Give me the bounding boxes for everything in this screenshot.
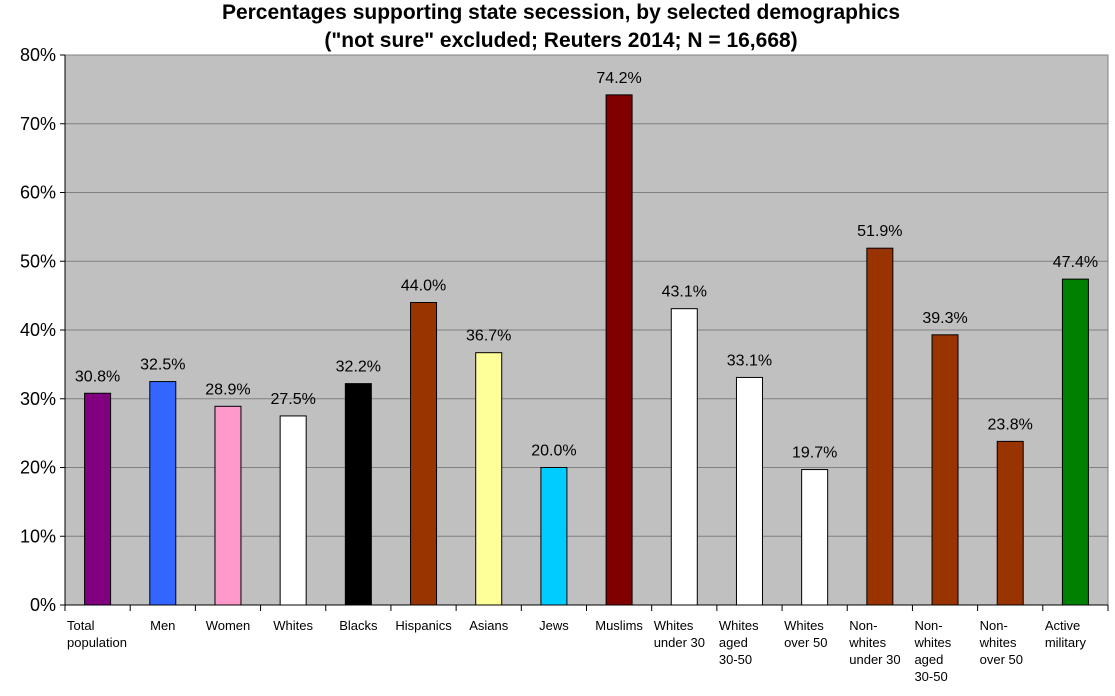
data-label: 27.5% — [270, 391, 315, 408]
category-label: over 50 — [784, 635, 827, 650]
chart-title-line-2: ("not sure" excluded; Reuters 2014; N = … — [324, 29, 797, 52]
category-label: Active — [1045, 618, 1080, 633]
category-label: Non- — [914, 618, 942, 633]
bar — [84, 392, 112, 606]
chart-title-line-1: Percentages supporting state secession, … — [222, 1, 900, 24]
category-label: Muslims — [595, 618, 643, 633]
category-label: whites — [848, 635, 886, 650]
category-label: Non- — [980, 618, 1008, 633]
category-label: Whites — [784, 618, 824, 633]
y-tick-label: 60% — [20, 183, 56, 203]
bar — [866, 247, 894, 606]
category-label: 30-50 — [914, 669, 947, 684]
category-label: military — [1045, 635, 1087, 650]
category-label: Men — [150, 618, 175, 633]
bar — [344, 383, 372, 606]
category-label: Whites — [273, 618, 313, 633]
y-tick-label: 20% — [20, 458, 56, 478]
category-label: under 30 — [654, 635, 705, 650]
y-tick-label: 30% — [20, 389, 56, 409]
y-axis: 0% 10% 20% 30% 40% 50% 60% 70% 80% — [20, 45, 66, 615]
category-label: Blacks — [339, 618, 378, 633]
bar — [214, 405, 242, 606]
data-label: 19.7% — [792, 445, 837, 462]
data-label: 39.3% — [922, 310, 967, 327]
category-label: Non- — [849, 618, 877, 633]
category-label: Hispanics — [395, 618, 452, 633]
data-labels: 30.8% 32.5% 28.9% 27.5% 32.2% 44.0% 36.7% 20.0%… — [75, 70, 1098, 462]
category-label: 30-50 — [719, 652, 752, 667]
bar — [475, 352, 503, 606]
bar — [801, 469, 829, 606]
y-tick-label: 10% — [20, 526, 56, 546]
x-axis: Total population Men Women Whites Blacks Hispa… — [64, 604, 1109, 684]
category-label: Whites — [719, 618, 759, 633]
category-label: whites — [979, 635, 1017, 650]
bar — [931, 334, 959, 606]
data-label: 33.1% — [727, 352, 772, 369]
category-label: whites — [913, 635, 951, 650]
data-label: 23.8% — [988, 416, 1033, 433]
bar — [996, 440, 1024, 606]
data-label: 28.9% — [205, 381, 250, 398]
data-label: 30.8% — [75, 368, 120, 385]
bar — [670, 308, 698, 606]
category-label: Whites — [654, 618, 694, 633]
data-label: 36.7% — [466, 328, 511, 345]
data-label: 51.9% — [857, 223, 902, 240]
data-label: 43.1% — [662, 284, 707, 301]
y-tick-label: 70% — [20, 114, 56, 134]
category-label: population — [67, 635, 127, 650]
category-label: aged — [914, 652, 943, 667]
data-label: 20.0% — [531, 443, 576, 460]
category-label: aged — [719, 635, 748, 650]
bar — [605, 94, 633, 606]
y-tick-label: 80% — [20, 45, 56, 65]
bar — [540, 467, 568, 606]
category-label: under 30 — [849, 652, 900, 667]
y-tick-label: 40% — [20, 320, 56, 340]
category-label: Total — [67, 618, 95, 633]
data-label: 44.0% — [401, 278, 446, 295]
bar — [735, 376, 763, 606]
bar — [149, 381, 177, 606]
y-tick-label: 0% — [30, 595, 56, 615]
bars — [84, 94, 1089, 606]
bar — [279, 415, 307, 606]
data-label: 32.2% — [336, 359, 381, 376]
data-label: 32.5% — [140, 357, 185, 374]
bar — [1061, 278, 1089, 606]
category-label: Asians — [469, 618, 509, 633]
bar — [410, 302, 438, 606]
y-tick-label: 50% — [20, 251, 56, 271]
category-label: Women — [206, 618, 251, 633]
category-label: Jews — [539, 618, 569, 633]
data-label: 47.4% — [1053, 254, 1098, 271]
data-label: 74.2% — [596, 70, 641, 87]
category-label: over 50 — [980, 652, 1023, 667]
